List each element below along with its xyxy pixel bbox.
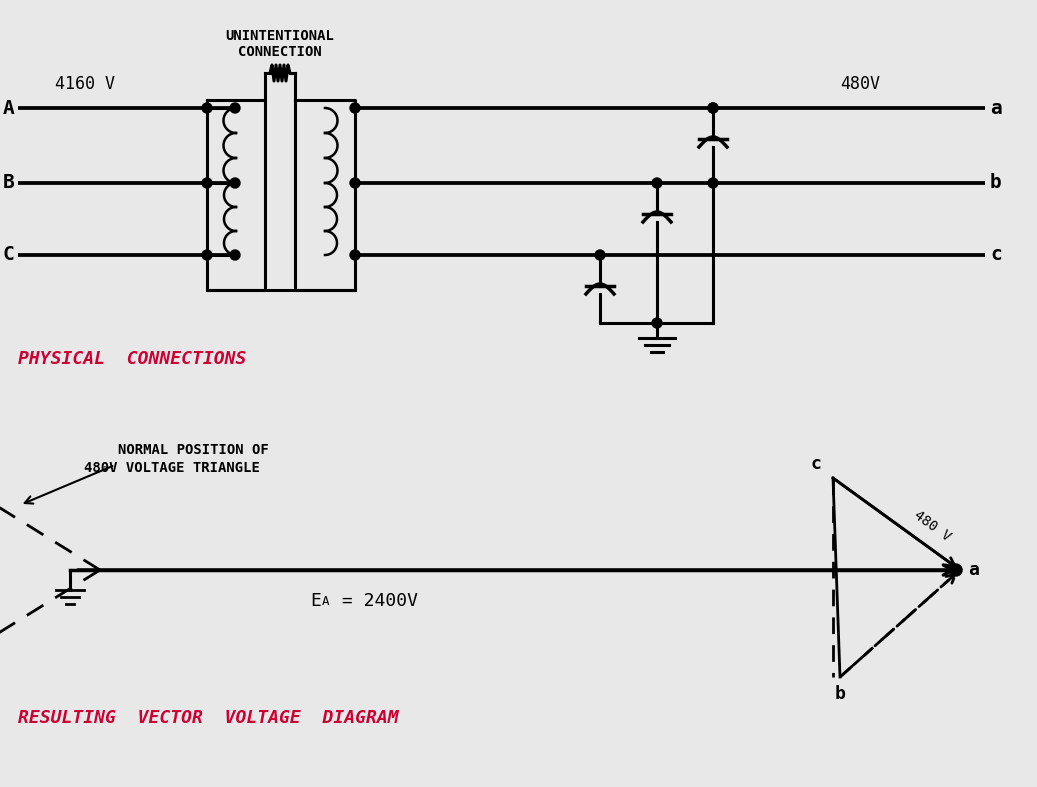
Circle shape [230, 250, 240, 260]
Text: 4160 V: 4160 V [55, 75, 115, 93]
Circle shape [595, 250, 605, 260]
Text: E: E [310, 592, 320, 610]
Circle shape [202, 178, 212, 188]
Circle shape [652, 178, 662, 188]
Text: c: c [810, 455, 821, 473]
Text: RESULTING  VECTOR  VOLTAGE  DIAGRAM: RESULTING VECTOR VOLTAGE DIAGRAM [18, 709, 398, 727]
Text: NORMAL POSITION OF: NORMAL POSITION OF [118, 443, 269, 457]
Text: a: a [968, 561, 979, 579]
Text: A: A [2, 98, 15, 117]
Text: b: b [990, 173, 1002, 193]
Text: b: b [835, 685, 845, 703]
Circle shape [230, 103, 240, 113]
Text: c: c [990, 246, 1002, 264]
Text: C: C [2, 246, 15, 264]
Circle shape [950, 564, 962, 576]
Circle shape [652, 318, 662, 328]
Text: B: B [2, 173, 15, 193]
Circle shape [351, 250, 360, 260]
Text: 480 V: 480 V [912, 508, 954, 544]
Text: UNINTENTIONAL
CONNECTION: UNINTENTIONAL CONNECTION [226, 29, 335, 59]
Circle shape [708, 178, 718, 188]
Circle shape [351, 103, 360, 113]
Text: 480V VOLTAGE TRIANGLE: 480V VOLTAGE TRIANGLE [84, 461, 260, 475]
Text: PHYSICAL  CONNECTIONS: PHYSICAL CONNECTIONS [18, 350, 247, 368]
Text: = 2400V: = 2400V [331, 592, 418, 610]
Text: a: a [990, 98, 1002, 117]
Text: 480V: 480V [840, 75, 880, 93]
Text: A: A [323, 595, 330, 608]
Circle shape [230, 178, 240, 188]
Circle shape [202, 103, 212, 113]
Circle shape [351, 178, 360, 188]
Circle shape [708, 103, 718, 113]
Circle shape [708, 103, 718, 113]
Circle shape [202, 250, 212, 260]
